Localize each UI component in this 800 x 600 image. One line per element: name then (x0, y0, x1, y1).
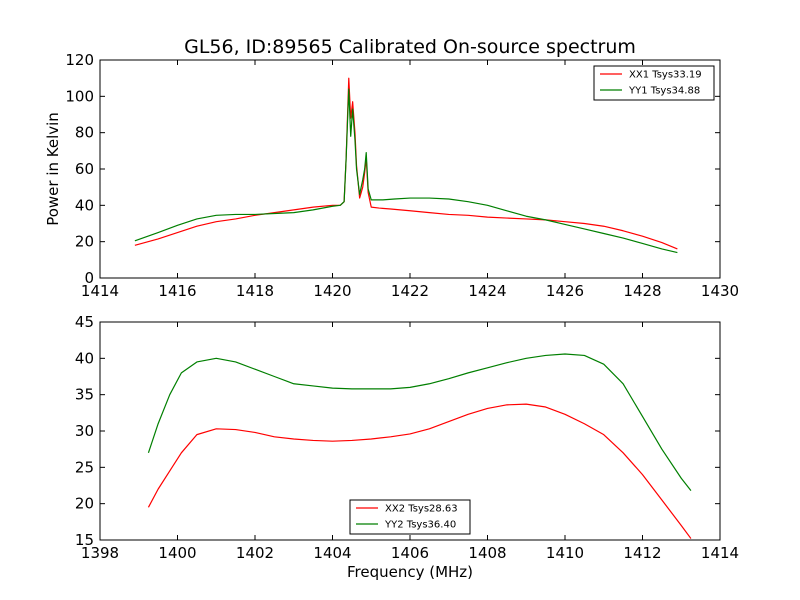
top-x-tick-label: 1426 (546, 282, 584, 300)
bottom-series-line-xx2 (147, 403, 692, 539)
top-legend: XX1 Tsys33.19 YY1 Tsys34.88 (593, 65, 715, 101)
bottom-y-tick-label: 20 (75, 495, 94, 513)
bottom-y-tick-label: 30 (75, 422, 94, 440)
bottom-series-lines (147, 353, 692, 539)
bottom-y-tick-label: 15 (75, 531, 94, 549)
top-y-tick-label: 20 (75, 233, 94, 251)
bottom-legend-label-yy2: YY2 Tsys36.40 (384, 520, 456, 531)
top-x-tick-label: 1422 (391, 282, 429, 300)
bottom-plot-frame (99, 321, 721, 541)
bottom-x-tick-label: 1406 (391, 544, 429, 562)
bottom-legend: XX2 Tsys28.63 YY2 Tsys36.40 (349, 499, 471, 535)
bottom-y-tick-label: 35 (75, 386, 94, 404)
top-x-tick-label: 1424 (468, 282, 506, 300)
bottom-x-tick-label: 1408 (468, 544, 506, 562)
top-x-tick-label: 1420 (313, 282, 351, 300)
bottom-y-tick-label: 45 (75, 313, 94, 331)
bottom-series-line-yy2 (147, 353, 692, 491)
top-x-tick-label: 1430 (701, 282, 739, 300)
top-y-tick-label: 60 (75, 160, 94, 178)
top-series-lines (134, 77, 678, 254)
top-axis-ticks: 1414 1416 1418 1420 1422 1424 1426 1428 1430 0 20 4… (65, 51, 739, 300)
bottom-legend-label-xx2: XX2 Tsys28.63 (385, 504, 458, 515)
top-legend-label-xx1: XX1 Tsys33.19 (629, 70, 702, 81)
top-legend-label-yy1: YY1 Tsys34.88 (628, 86, 700, 97)
top-y-tick-label: 40 (75, 196, 94, 214)
bottom-y-tick-label: 40 (75, 349, 94, 367)
chart-title: GL56, ID:89565 Calibrated On-source spec… (184, 36, 636, 58)
top-y-axis-label: Power in Kelvin (44, 112, 62, 226)
top-y-tick-label: 0 (84, 269, 94, 287)
top-chart: GL56, ID:89565 Calibrated On-source spec… (44, 36, 739, 300)
top-series-line-yy1 (134, 88, 678, 254)
top-x-tick-label: 1416 (158, 282, 196, 300)
bottom-x-tick-label: 1404 (313, 544, 351, 562)
top-x-tick-label: 1418 (236, 282, 274, 300)
bottom-x-tick-label: 1400 (158, 544, 196, 562)
top-legend-box (593, 65, 715, 101)
top-y-tick-label: 120 (65, 51, 94, 69)
bottom-x-tick-label: 1410 (546, 544, 584, 562)
bottom-x-tick-label: 1414 (701, 544, 739, 562)
top-x-tick-label: 1428 (623, 282, 661, 300)
bottom-x-axis-label: Frequency (MHz) (347, 563, 473, 581)
top-plot-frame (99, 59, 721, 279)
bottom-chart: Frequency (MHz) 1398 1400 1402 1404 1406 1408… (75, 313, 739, 581)
top-x-tick-label: 1414 (81, 282, 119, 300)
bottom-axis-ticks: 1398 1400 1402 1404 1406 1408 1410 1412 1414 15 20… (75, 313, 739, 562)
bottom-x-tick-label: 1402 (236, 544, 274, 562)
top-y-tick-label: 100 (65, 87, 94, 105)
bottom-legend-box (349, 499, 471, 535)
bottom-x-tick-label: 1412 (623, 544, 661, 562)
top-y-tick-label: 80 (75, 124, 94, 142)
bottom-y-tick-label: 25 (75, 458, 94, 476)
bottom-x-tick-label: 1398 (81, 544, 119, 562)
